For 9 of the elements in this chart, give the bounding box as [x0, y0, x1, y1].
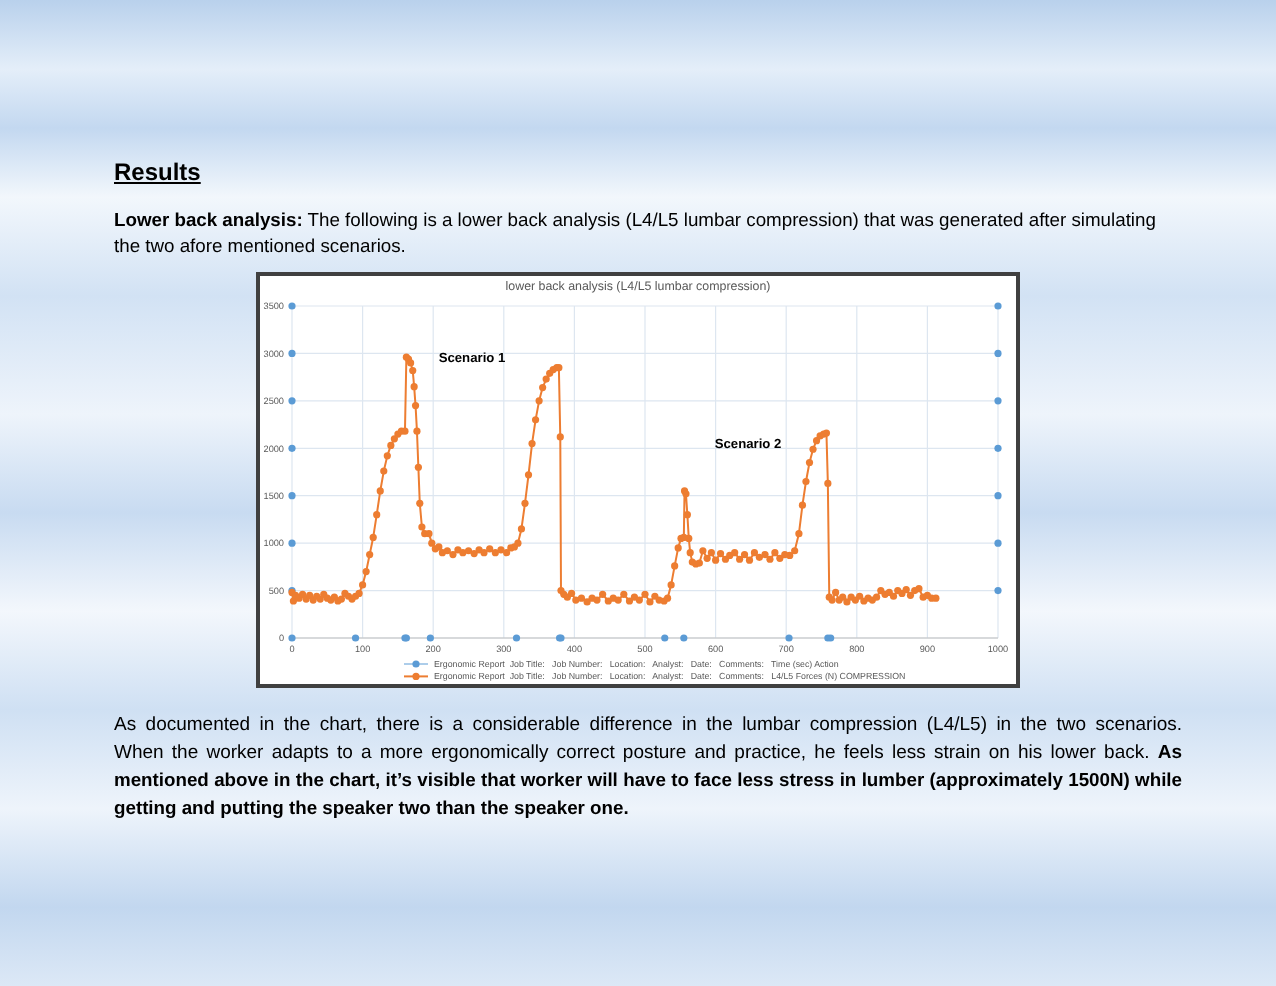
text: Results [114, 158, 201, 186]
text: The following is a lower back analysis (L4/L5 lumbar compression) that was generated after simulating [307, 208, 1156, 230]
text: As documented in the chart, there is a considerable difference in the lumbar compression (L4/L5) in the two scenarios. [114, 714, 1182, 736]
text: getting and putting the speaker two than the speaker one. [114, 796, 629, 819]
text: When the worker adapts to a more ergonomically correct posture and practice, he feels less strain on his lower back. [114, 741, 1150, 764]
text: As [1157, 741, 1183, 764]
text: Lower back analysis: [114, 208, 303, 230]
text: mentioned above in the chart, it’s visible that worker will have to face less stress in lumber (approximately 1500N) while [114, 768, 1182, 791]
text: the two afore mentioned scenarios. [114, 234, 406, 256]
